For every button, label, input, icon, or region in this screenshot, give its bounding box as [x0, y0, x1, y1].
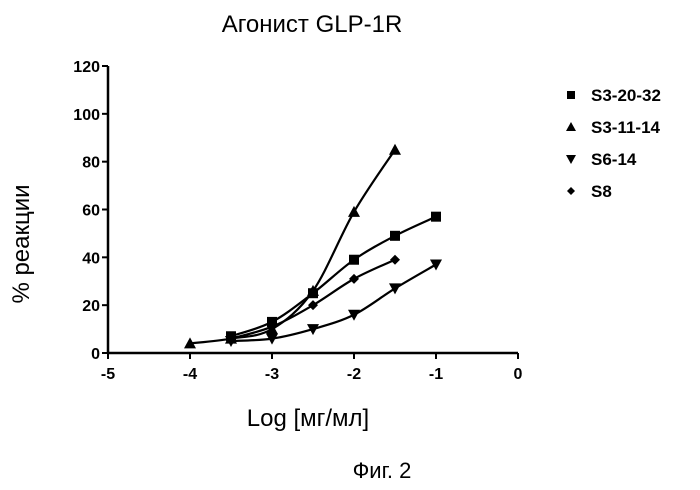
- legend-marker-S3-11-14: [566, 122, 576, 131]
- markers: [184, 144, 442, 349]
- data-point-S3-20-32: [349, 255, 359, 265]
- curves: [190, 150, 436, 344]
- data-point-S3-20-32: [431, 212, 441, 222]
- data-point-S8: [390, 255, 400, 265]
- data-point-S8: [308, 300, 318, 310]
- x-tick-label: -5: [101, 366, 115, 383]
- y-axis-label: % реакции: [8, 184, 35, 303]
- x-tick-label: -2: [347, 366, 361, 383]
- y-tick-label: 100: [73, 107, 100, 124]
- legend-marker-S8: [567, 187, 575, 195]
- chart-title: Агонист GLP-1R: [222, 11, 403, 38]
- x-axis-label: Log [мг/мл]: [247, 405, 369, 432]
- series-line-S3-20-32: [231, 217, 436, 337]
- legend: S3-20-32 S3-11-14 S6-14 S8: [566, 86, 661, 201]
- y-tick-label: 40: [82, 250, 100, 267]
- legend-marker-S6-14: [566, 155, 576, 164]
- legend-marker-S3-20-32: [567, 91, 575, 99]
- data-point-S3-11-14: [348, 206, 360, 217]
- legend-label-S8: S8: [591, 182, 612, 201]
- y-tick-label: 0: [91, 346, 100, 363]
- legend-label-S3-11-14: S3-11-14: [591, 118, 661, 137]
- data-point-S6-14: [348, 310, 360, 321]
- x-tick-label: -4: [183, 366, 197, 383]
- y-tick-label: 20: [82, 298, 100, 315]
- ticks: 0 20 40 60 80 100 120 -5 -4 -3 -2 -1 0: [73, 59, 522, 383]
- data-point-S3-20-32: [390, 231, 400, 241]
- y-tick-label: 60: [82, 203, 100, 220]
- data-point-S3-11-14: [389, 144, 401, 155]
- legend-label-S3-20-32: S3-20-32: [591, 86, 661, 105]
- legend-label-S6-14: S6-14: [591, 150, 637, 169]
- figure-caption: Фиг. 2: [353, 458, 412, 483]
- y-tick-label: 80: [82, 155, 100, 172]
- data-point-S6-14: [430, 260, 442, 271]
- x-tick-label: 0: [514, 366, 523, 383]
- x-tick-label: -3: [265, 366, 279, 383]
- series-line-S3-11-14: [190, 150, 395, 344]
- y-tick-label: 120: [73, 59, 100, 76]
- data-point-S6-14: [389, 283, 401, 294]
- data-point-S8: [349, 274, 359, 284]
- x-tick-label: -1: [429, 366, 443, 383]
